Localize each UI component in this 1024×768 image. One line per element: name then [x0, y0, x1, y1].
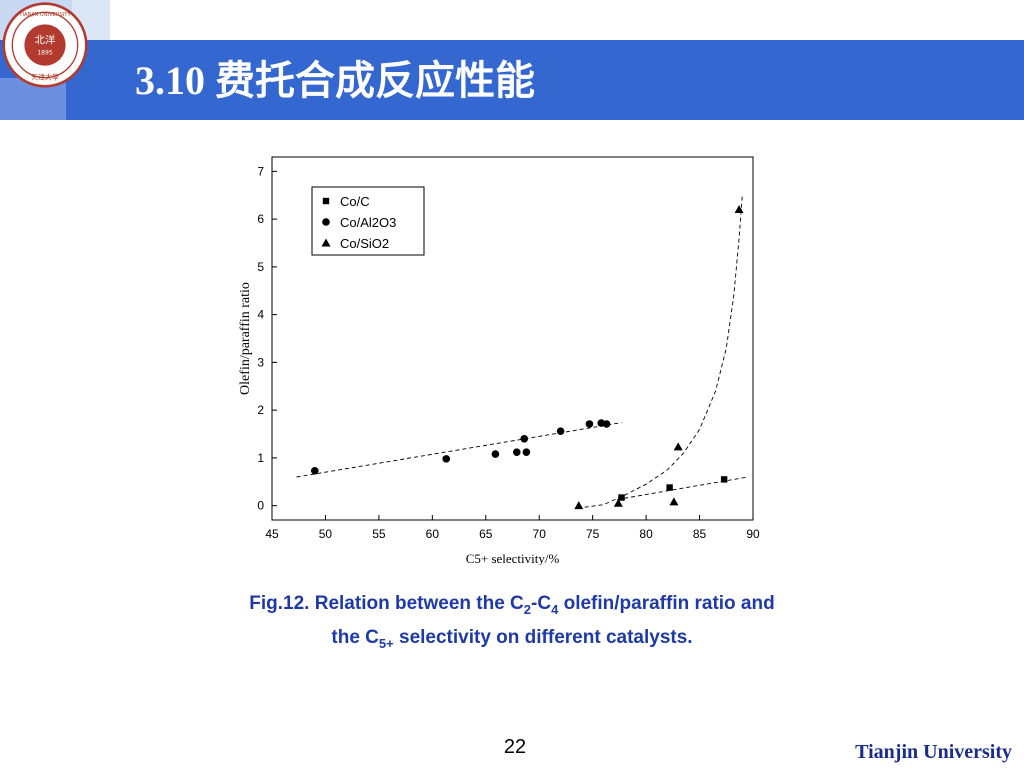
- x-axis-label: C5+ selectivity/%: [466, 551, 560, 565]
- y-tick-label: 3: [257, 355, 264, 369]
- y-tick-label: 5: [257, 260, 264, 274]
- triangle-point: [613, 498, 623, 507]
- caption-line-1: Fig.12. Relation between the C2-C4 olefi…: [249, 593, 775, 617]
- y-tick-label: 7: [257, 164, 264, 178]
- svg-text:1895: 1895: [37, 49, 52, 56]
- y-tick-label: 1: [257, 451, 264, 465]
- x-tick-label: 90: [746, 527, 760, 541]
- x-tick-label: 60: [426, 527, 440, 541]
- legend-label-triangle: Co/SiO2: [340, 236, 389, 251]
- x-tick-label: 80: [639, 527, 653, 541]
- page-number: 22: [503, 736, 527, 758]
- svg-text:北洋: 北洋: [35, 33, 56, 46]
- triangle-point: [734, 205, 744, 214]
- x-tick-label: 55: [372, 527, 386, 541]
- circle-point: [585, 420, 594, 428]
- legend-box: [311, 186, 425, 256]
- x-tick-label: 65: [479, 527, 493, 541]
- square-trend-line: [617, 476, 748, 500]
- circle-point: [310, 467, 319, 475]
- circle-point: [512, 448, 521, 456]
- circle-trend-line: [296, 422, 622, 478]
- legend-label-square: Co/C: [340, 194, 370, 209]
- circle-point: [602, 420, 611, 428]
- circle-point: [522, 448, 531, 456]
- square-point: [720, 476, 728, 483]
- svg-text:TIANJIN UNIVERSITY: TIANJIN UNIVERSITY: [18, 12, 71, 18]
- triangle-point: [673, 442, 683, 451]
- x-tick-label: 70: [533, 527, 547, 541]
- y-tick-label: 6: [257, 212, 264, 226]
- circle-point: [556, 427, 565, 435]
- legend-marker-triangle: [321, 238, 331, 247]
- y-tick-label: 4: [257, 308, 264, 322]
- circle-point: [442, 455, 451, 463]
- x-tick-label: 45: [265, 527, 279, 541]
- triangle-trend-line: [577, 195, 743, 509]
- slide-title: 3.10 费托合成反应性能: [135, 58, 535, 103]
- svg-text:天津大學: 天津大學: [31, 72, 59, 81]
- y-tick-label: 2: [257, 403, 264, 417]
- square-point: [666, 484, 673, 491]
- legend-label-circle: Co/Al2O3: [340, 215, 396, 230]
- header-bar: [0, 40, 1024, 120]
- figure-caption: Fig.12. Relation between the C2-C4 olefi…: [150, 590, 874, 658]
- square-point: [618, 494, 625, 501]
- triangle-point: [574, 501, 584, 510]
- circle-point: [491, 450, 500, 458]
- caption-line-2: the C5+ selectivity on different catalys…: [331, 626, 693, 651]
- university-seal-icon: 北洋 1895 TIANJIN UNIVERSITY 天津大學: [2, 2, 88, 88]
- legend-marker-square: [322, 197, 330, 205]
- legend-marker-circle: [322, 218, 330, 226]
- x-tick-label: 85: [693, 527, 707, 541]
- x-tick-label: 50: [319, 527, 333, 541]
- footer-university: Tianjin University: [855, 741, 1012, 763]
- y-axis-label: Olefin/paraffin ratio: [238, 282, 253, 395]
- triangle-point: [669, 497, 679, 506]
- x-tick-label: 75: [586, 527, 600, 541]
- y-tick-label: 0: [257, 499, 264, 513]
- circle-point: [520, 435, 529, 443]
